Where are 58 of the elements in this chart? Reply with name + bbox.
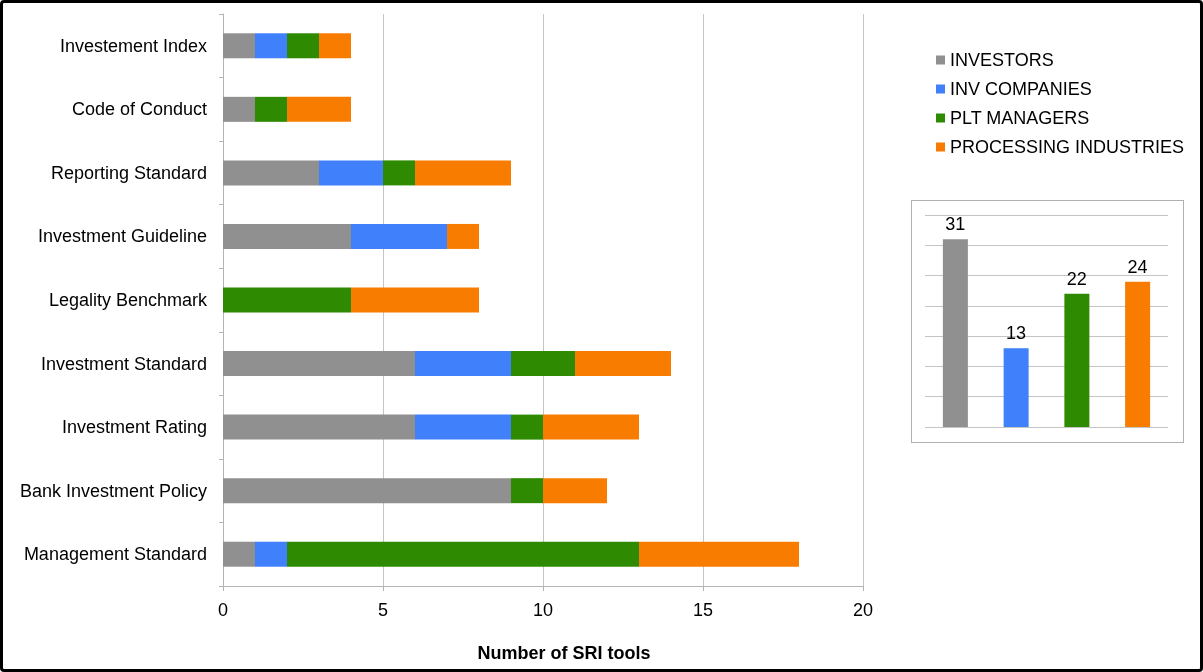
bar: [942, 239, 968, 427]
bar: [287, 33, 319, 59]
y-tick-label: Investment Guideline: [37, 226, 207, 247]
legend-label: INVESTORS: [950, 50, 1054, 70]
y-tick-label: Legality Benchmark: [48, 290, 208, 310]
bar: [223, 351, 415, 377]
x-tick-label: 20: [852, 600, 874, 620]
bar: [223, 541, 255, 567]
bar: [1064, 293, 1090, 427]
bar: [351, 287, 479, 313]
legend-label: PLT MANAGERS: [950, 108, 1090, 128]
x-tick-label: 15: [692, 600, 714, 620]
y-tick-label: Code of Conduct: [71, 99, 207, 120]
bar: [255, 541, 287, 567]
bar: [223, 478, 511, 504]
bar: [1003, 348, 1029, 427]
bar: [255, 96, 287, 122]
bar: [319, 160, 383, 186]
bar: [575, 351, 671, 377]
legend-label: INV COMPANIES: [950, 79, 1092, 99]
data-label: 13: [1006, 323, 1027, 344]
data-label: 31: [945, 214, 966, 235]
y-tick-label: Management Standard: [23, 544, 207, 565]
bar: [1125, 281, 1151, 427]
data-label: 24: [1127, 256, 1148, 277]
bar: [543, 414, 639, 440]
x-tick-label: 10: [532, 600, 554, 620]
bar: [383, 160, 415, 186]
bar: [511, 351, 575, 377]
bar: [351, 223, 447, 249]
bar: [287, 96, 351, 122]
x-axis-title: Number of SRI tools: [477, 643, 651, 663]
y-tick-label: Investment Standard: [40, 353, 207, 374]
x-tick-label: 5: [377, 600, 389, 620]
legend-label: PROCESSING INDUSTRIES: [950, 137, 1185, 157]
bar: [223, 223, 351, 249]
bar: [223, 96, 255, 122]
bar: [287, 541, 639, 567]
y-tick-label: Investment Rating: [61, 417, 207, 438]
bar: [511, 478, 543, 504]
bar: [415, 351, 511, 377]
bar: [223, 287, 351, 313]
y-tick-label: Investement Index: [59, 35, 207, 56]
bar: [543, 478, 607, 504]
bar: [223, 160, 319, 186]
data-label: 22: [1066, 268, 1087, 289]
bar: [639, 541, 799, 567]
bar: [255, 33, 287, 59]
bar: [415, 160, 511, 186]
bar: [223, 414, 415, 440]
bar: [447, 223, 479, 249]
bar: [319, 33, 351, 59]
bar: [223, 33, 255, 59]
bar: [415, 414, 511, 440]
x-tick-label: 0: [217, 600, 229, 620]
y-tick-label: Reporting Standard: [50, 162, 207, 183]
bar: [511, 414, 543, 440]
y-tick-label: Bank Investment Policy: [19, 480, 207, 501]
